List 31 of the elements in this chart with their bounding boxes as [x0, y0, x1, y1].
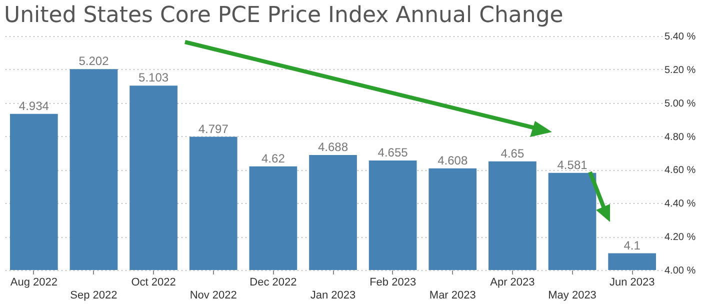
x-tick-label: May 2023: [548, 290, 596, 302]
y-tick-label: 5.40 %: [664, 32, 696, 42]
y-tick-label: 4.60 %: [664, 165, 696, 176]
x-tick-label: Mar 2023: [429, 290, 476, 302]
data-label: 5.103: [138, 70, 169, 85]
x-tick-label: Aug 2022: [10, 276, 58, 288]
data-label: 4.688: [318, 140, 348, 154]
data-label: 4.655: [378, 146, 408, 160]
data-label: 4.581: [557, 158, 588, 172]
y-tick-label: 4.80 %: [664, 132, 696, 143]
data-label: 5.202: [78, 54, 110, 68]
y-tick-label: 4.40 %: [664, 198, 696, 210]
data-label: 4.797: [198, 122, 229, 136]
x-tick-label: Nov 2022: [190, 290, 237, 302]
data-label: 4.62: [262, 151, 286, 166]
x-tick-label: Apr 2023: [490, 276, 535, 288]
y-tick-label: 4.00 %: [664, 266, 696, 276]
data-label: 4.934: [18, 98, 50, 113]
x-tick-label: Feb 2023: [370, 276, 416, 288]
chart-title: United States Core PCE Price Index Annual Change: [4, 3, 564, 28]
y-tick-label: 5.00 %: [664, 98, 696, 110]
y-tick-label: 4.20 %: [664, 232, 696, 244]
x-tick-label: Jan 2023: [310, 290, 356, 302]
x-tick-label: Jun 2023: [609, 276, 655, 288]
x-tick-label: Sep 2022: [70, 290, 118, 302]
x-tick-label: Dec 2022: [250, 276, 297, 288]
x-tick-label: Oct 2022: [131, 276, 176, 288]
data-label: 4.1: [624, 238, 641, 252]
data-label: 4.608: [438, 153, 468, 168]
y-tick-label: 5.20 %: [664, 64, 696, 76]
data-label: 4.65: [500, 146, 524, 160]
